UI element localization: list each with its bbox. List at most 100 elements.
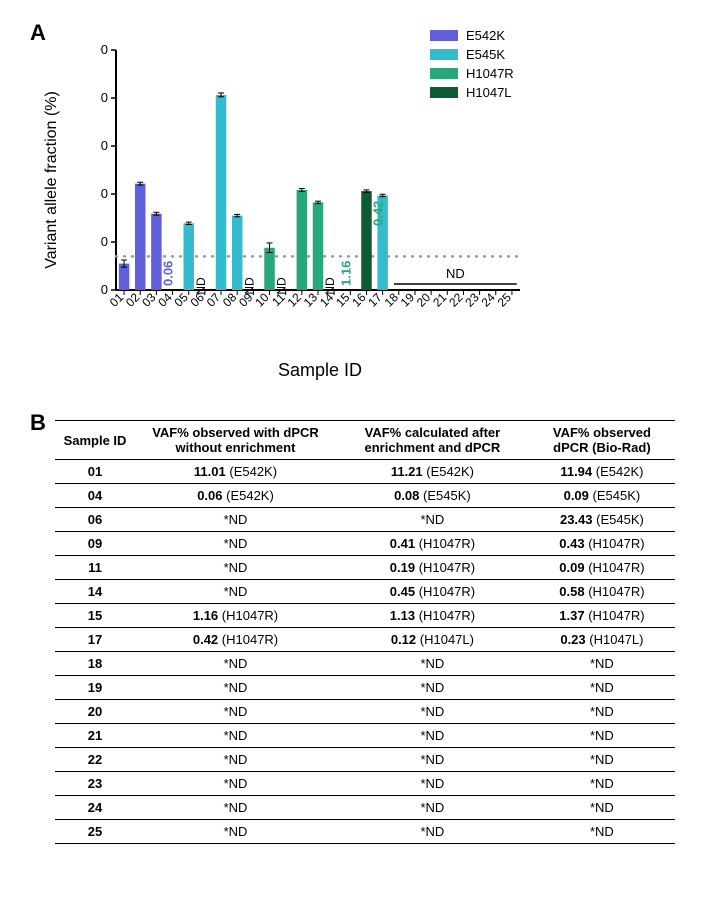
vaf-cell: *ND <box>529 652 675 676</box>
svg-text:40: 40 <box>100 186 108 201</box>
panel-b: B Sample IDVAF% observed with dPCR witho… <box>20 420 686 844</box>
vaf-cell: 1.37 (H1047R) <box>529 604 675 628</box>
vaf-cell: *ND <box>135 772 336 796</box>
svg-text:0: 0 <box>101 282 108 297</box>
vaf-cell: *ND <box>529 820 675 844</box>
svg-text:1.16: 1.16 <box>338 261 353 286</box>
vaf-cell: 1.16 (H1047R) <box>135 604 336 628</box>
vaf-cell: 0.42 (H1047R) <box>135 628 336 652</box>
vaf-cell: *ND <box>336 724 529 748</box>
vaf-cell: *ND <box>135 700 336 724</box>
sample-id-cell: 24 <box>55 796 135 820</box>
table-header: VAF% observed dPCR (Bio-Rad) <box>529 421 675 460</box>
vaf-cell: *ND <box>336 676 529 700</box>
table-row: 040.06 (E542K)0.08 (E545K)0.09 (E545K) <box>55 484 675 508</box>
vaf-cell: *ND <box>529 772 675 796</box>
vaf-cell: *ND <box>336 748 529 772</box>
vaf-table: Sample IDVAF% observed with dPCR without… <box>55 420 675 844</box>
panel-a: A E542KE545KH1047RH1047L Variant allele … <box>20 20 686 390</box>
vaf-cell: *ND <box>529 748 675 772</box>
table-row: 20*ND*ND*ND <box>55 700 675 724</box>
vaf-cell: *ND <box>336 772 529 796</box>
vaf-cell: *ND <box>336 508 529 532</box>
vaf-cell: *ND <box>135 820 336 844</box>
table-row: 22*ND*ND*ND <box>55 748 675 772</box>
vaf-cell: 11.21 (E542K) <box>336 460 529 484</box>
vaf-cell: *ND <box>135 580 336 604</box>
sample-id-cell: 04 <box>55 484 135 508</box>
vaf-cell: 11.94 (E542K) <box>529 460 675 484</box>
vaf-cell: *ND <box>135 556 336 580</box>
vaf-cell: 0.09 (H1047R) <box>529 556 675 580</box>
table-row: 09*ND0.41 (H1047R)0.43 (H1047R) <box>55 532 675 556</box>
panel-a-label: A <box>30 20 46 46</box>
vaf-cell: *ND <box>529 700 675 724</box>
sample-id-cell: 19 <box>55 676 135 700</box>
vaf-cell: 0.41 (H1047R) <box>336 532 529 556</box>
vaf-cell: 23.43 (E545K) <box>529 508 675 532</box>
vaf-cell: *ND <box>135 796 336 820</box>
y-axis-title: Variant allele fraction (%) <box>43 91 61 269</box>
svg-text:ND: ND <box>446 266 465 281</box>
vaf-cell: 0.23 (H1047L) <box>529 628 675 652</box>
x-axis-title: Sample ID <box>278 360 362 381</box>
vaf-cell: 0.06 (E542K) <box>135 484 336 508</box>
vaf-cell: 11.01 (E542K) <box>135 460 336 484</box>
vaf-cell: 0.43 (H1047R) <box>529 532 675 556</box>
table-row: 21*ND*ND*ND <box>55 724 675 748</box>
vaf-cell: *ND <box>336 820 529 844</box>
svg-text:60: 60 <box>100 138 108 153</box>
table-row: 0111.01 (E542K)11.21 (E542K)11.94 (E542K… <box>55 460 675 484</box>
sample-id-cell: 25 <box>55 820 135 844</box>
svg-text:ND: ND <box>323 277 337 295</box>
table-row: 06*ND*ND23.43 (E545K) <box>55 508 675 532</box>
vaf-cell: 1.13 (H1047R) <box>336 604 529 628</box>
vaf-cell: *ND <box>529 796 675 820</box>
table-row: 19*ND*ND*ND <box>55 676 675 700</box>
vaf-cell: 0.19 (H1047R) <box>336 556 529 580</box>
sample-id-cell: 17 <box>55 628 135 652</box>
vaf-cell: *ND <box>529 676 675 700</box>
sample-id-cell: 15 <box>55 604 135 628</box>
sample-id-cell: 21 <box>55 724 135 748</box>
svg-text:ND: ND <box>242 277 256 295</box>
sample-id-cell: 23 <box>55 772 135 796</box>
table-header: VAF% observed with dPCR without enrichme… <box>135 421 336 460</box>
vaf-cell: 0.45 (H1047R) <box>336 580 529 604</box>
vaf-cell: *ND <box>135 676 336 700</box>
vaf-cell: *ND <box>336 700 529 724</box>
svg-text:80: 80 <box>100 90 108 105</box>
vaf-cell: *ND <box>336 652 529 676</box>
table-row: 11*ND0.19 (H1047R)0.09 (H1047R) <box>55 556 675 580</box>
sample-id-cell: 22 <box>55 748 135 772</box>
sample-id-cell: 01 <box>55 460 135 484</box>
svg-text:0.06: 0.06 <box>161 261 176 286</box>
vaf-cell: *ND <box>336 796 529 820</box>
vaf-cell: *ND <box>135 532 336 556</box>
table-row: 18*ND*ND*ND <box>55 652 675 676</box>
table-row: 23*ND*ND*ND <box>55 772 675 796</box>
sample-id-cell: 20 <box>55 700 135 724</box>
bar-chart-svg: 0204060801000102030405060708091011121314… <box>100 40 540 360</box>
svg-text:ND: ND <box>194 277 208 295</box>
table-header: Sample ID <box>55 421 135 460</box>
sample-id-cell: 18 <box>55 652 135 676</box>
vaf-cell: 0.58 (H1047R) <box>529 580 675 604</box>
sample-id-cell: 09 <box>55 532 135 556</box>
sample-id-cell: 11 <box>55 556 135 580</box>
svg-text:25: 25 <box>495 290 515 310</box>
table-header: VAF% calculated after enrichment and dPC… <box>336 421 529 460</box>
svg-text:20: 20 <box>100 234 108 249</box>
table-row: 14*ND0.45 (H1047R)0.58 (H1047R) <box>55 580 675 604</box>
table-row: 25*ND*ND*ND <box>55 820 675 844</box>
table-row: 151.16 (H1047R)1.13 (H1047R)1.37 (H1047R… <box>55 604 675 628</box>
vaf-cell: *ND <box>135 724 336 748</box>
vaf-cell: 0.09 (E545K) <box>529 484 675 508</box>
vaf-cell: 0.08 (E545K) <box>336 484 529 508</box>
sample-id-cell: 14 <box>55 580 135 604</box>
vaf-cell: *ND <box>529 724 675 748</box>
vaf-cell: *ND <box>135 748 336 772</box>
table-row: 24*ND*ND*ND <box>55 796 675 820</box>
sample-id-cell: 06 <box>55 508 135 532</box>
panel-b-label: B <box>30 410 46 436</box>
